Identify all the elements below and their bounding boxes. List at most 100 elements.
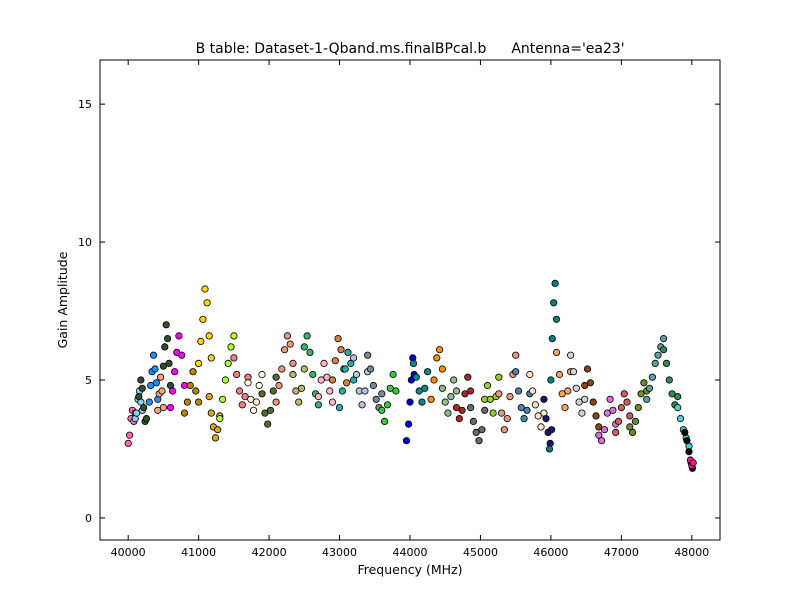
data-point: [149, 351, 158, 359]
data-point: [464, 373, 472, 381]
data-point: [503, 414, 511, 423]
data-point: [192, 387, 200, 395]
data-point: [219, 395, 227, 403]
data-point: [430, 376, 438, 384]
data-point: [662, 359, 671, 367]
data-point: [221, 376, 229, 384]
data-point: [461, 390, 469, 398]
series-34: [545, 279, 561, 453]
data-point: [441, 398, 449, 406]
data-point: [266, 406, 275, 414]
series-39: [612, 390, 634, 436]
data-point: [651, 359, 659, 367]
data-point: [320, 359, 328, 367]
data-point: [466, 403, 475, 412]
data-point: [659, 334, 668, 343]
data-point: [264, 420, 272, 428]
data-point: [648, 373, 657, 381]
data-point: [581, 395, 589, 403]
data-point: [392, 387, 400, 395]
data-point: [550, 299, 558, 307]
data-point: [314, 392, 322, 401]
y-tick-label: 5: [85, 374, 92, 387]
data-point: [685, 448, 693, 456]
data-point: [472, 428, 480, 436]
data-point: [547, 376, 555, 384]
data-point: [523, 406, 531, 414]
data-point: [258, 390, 266, 398]
data-point: [154, 406, 162, 414]
data-point: [386, 384, 394, 392]
data-point: [564, 387, 572, 395]
data-point: [569, 368, 578, 376]
data-point: [328, 398, 337, 406]
data-point: [328, 376, 337, 384]
data-point: [469, 417, 477, 425]
data-point: [517, 403, 525, 412]
data-point: [643, 395, 651, 403]
data-point: [157, 373, 165, 381]
data-point: [589, 398, 597, 406]
data-point: [369, 381, 377, 390]
data-point: [252, 398, 260, 406]
series-4: [154, 373, 167, 414]
data-point: [145, 398, 153, 406]
data-point: [197, 337, 205, 345]
x-tick-label: 43000: [322, 546, 357, 559]
data-point: [341, 365, 349, 373]
data-point: [552, 315, 561, 323]
data-point: [300, 343, 308, 351]
x-tick-label: 41000: [181, 546, 216, 559]
data-point: [612, 428, 620, 436]
data-point: [151, 365, 159, 373]
data-point: [586, 379, 595, 387]
data-point: [606, 395, 614, 403]
data-point: [283, 332, 291, 340]
data-point: [269, 387, 277, 395]
data-point: [195, 359, 203, 367]
data-point: [349, 354, 358, 362]
data-point: [326, 387, 334, 395]
series-11: [230, 354, 252, 409]
data-point: [668, 390, 676, 398]
series-37: [581, 365, 603, 431]
data-point: [159, 403, 167, 412]
series-6: [166, 332, 189, 412]
data-point: [140, 403, 148, 412]
data-point: [609, 406, 617, 414]
series-14: [272, 332, 297, 406]
data-point: [689, 459, 697, 467]
data-point: [506, 392, 514, 401]
series-5: [159, 321, 175, 390]
x-tick-label: 45000: [463, 546, 498, 559]
data-point: [438, 384, 446, 392]
data-point: [126, 431, 134, 439]
data-point: [186, 381, 194, 390]
data-point: [595, 423, 603, 431]
x-tick-label: 48000: [674, 546, 709, 559]
data-point: [497, 409, 506, 417]
series-27: [452, 373, 475, 423]
data-point: [478, 426, 486, 434]
data-point: [161, 343, 169, 351]
data-point: [205, 332, 213, 340]
data-point: [272, 373, 280, 381]
data-point: [289, 370, 297, 379]
data-point: [335, 403, 344, 412]
data-point: [500, 426, 508, 434]
data-point: [481, 406, 489, 414]
data-point: [575, 398, 583, 406]
data-point: [561, 403, 569, 412]
data-point: [552, 348, 561, 356]
data-point: [195, 398, 203, 406]
data-point: [361, 387, 369, 395]
data-point: [520, 414, 528, 423]
data-point: [597, 437, 606, 445]
data-point: [201, 285, 209, 293]
series-45: [686, 456, 697, 470]
data-point: [342, 379, 351, 387]
data-point: [138, 384, 146, 392]
data-point: [147, 381, 155, 390]
data-point: [230, 354, 238, 362]
